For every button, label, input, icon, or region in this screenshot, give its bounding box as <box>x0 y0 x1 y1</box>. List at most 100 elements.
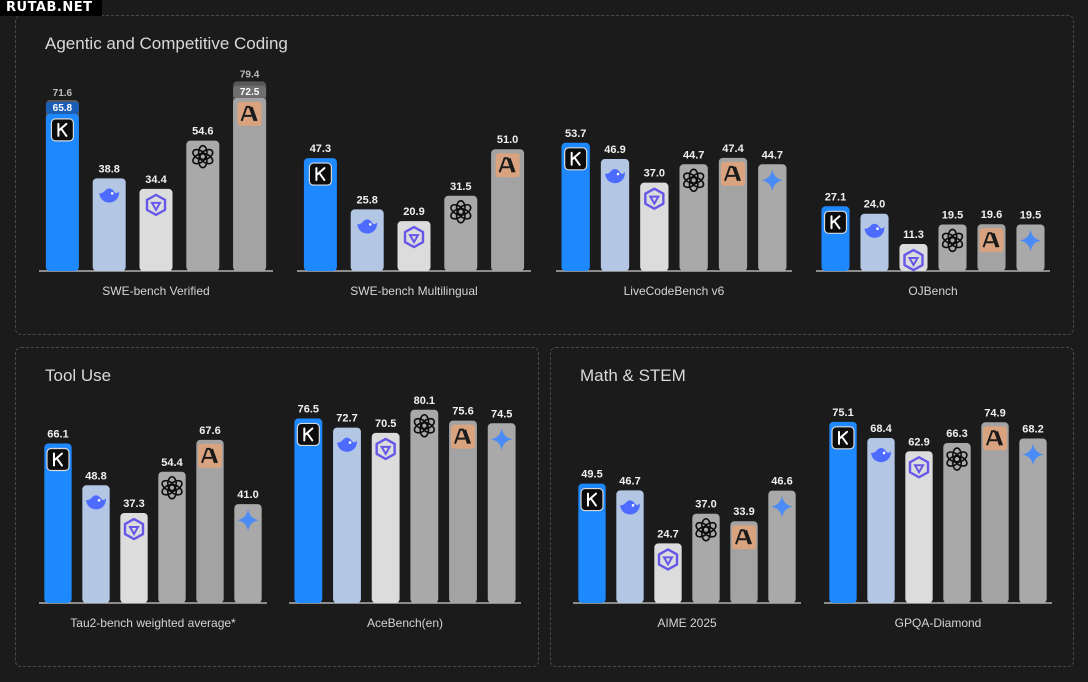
qwen-icon <box>644 187 665 210</box>
bar-value-label: 76.5 <box>298 403 319 415</box>
bar-value-label: 46.9 <box>604 144 625 156</box>
chart-6: 49.5 46.7 24.7 37.0 33.9 46.6 AIME 2025 <box>573 469 801 630</box>
chart-7: 75.1 68.4 62.9 66.3 74.9 68.2 GPQA-Diamond <box>824 407 1052 630</box>
panel-title: Agentic and Competitive Coding <box>45 34 288 53</box>
gemini-icon <box>237 509 259 532</box>
panel-math-stem: Math & STEM <box>550 347 1074 667</box>
bar-value-label: 68.2 <box>1022 423 1043 435</box>
qwen-icon <box>123 517 145 541</box>
qwen-icon <box>375 437 396 461</box>
chart-title: SWE-bench Verified <box>102 284 209 298</box>
deepseek-icon <box>864 223 885 238</box>
gemini-icon <box>761 169 784 192</box>
chart-title: OJBench <box>908 284 957 298</box>
label-box <box>233 85 267 98</box>
bar-value-label: 41.0 <box>237 489 258 501</box>
chart-2: 53.7 46.9 37.0 44.7 47.4 44.7 LiveCodeBench v6 <box>556 128 792 298</box>
bar-kimi <box>45 113 79 271</box>
bar-value-label: 44.7 <box>762 149 783 161</box>
bar-value-label: 47.4 <box>722 143 744 155</box>
claude-icon <box>495 153 520 178</box>
gemini-icon <box>771 495 793 518</box>
chart-title: AIME 2025 <box>657 616 717 630</box>
claude-icon <box>979 228 1004 253</box>
gpt-icon <box>682 168 705 193</box>
bar-value-label: 70.5 <box>375 418 396 430</box>
bar-claude <box>718 157 748 271</box>
bar-value-label: 68.4 <box>870 423 892 435</box>
bar-claude <box>491 149 525 271</box>
panel-tool-use: Tool Use <box>15 347 539 667</box>
chart-title: Tau2-bench weighted average* <box>70 616 236 630</box>
bar-kimi <box>44 443 72 603</box>
chart-title: LiveCodeBench v6 <box>624 284 725 298</box>
bar-value-label: 54.6 <box>192 126 213 138</box>
deepseek-icon <box>871 447 891 463</box>
bar-value-label: 37.0 <box>695 499 716 511</box>
bar-value-label: 44.7 <box>683 149 704 161</box>
bar-claude <box>233 97 267 271</box>
chart-5: 76.5 72.7 70.5 80.1 75.6 74.5 AceBench(en) <box>289 395 521 630</box>
gpt-icon <box>192 144 214 169</box>
claude-icon <box>198 443 222 468</box>
claude-icon <box>983 426 1007 451</box>
bar-value-label: 37.3 <box>123 498 144 510</box>
bar-qwen <box>905 451 933 603</box>
bar-value-label: 49.5 <box>581 469 602 481</box>
bar-value-label: 47.3 <box>310 143 331 155</box>
bar-claude <box>449 420 477 603</box>
claude-icon <box>732 525 756 550</box>
bar-deepseek <box>860 213 889 271</box>
bar-gpt <box>444 195 478 271</box>
deepseek-icon <box>99 188 120 203</box>
panel-title: Tool Use <box>45 366 112 385</box>
bar-value-label: 74.9 <box>984 407 1005 419</box>
chart-4: 66.1 48.8 37.3 54.4 67.6 41.0 Tau2-bench weigh… <box>39 425 267 630</box>
bar-value-label: 25.8 <box>356 194 377 206</box>
watermark: RUTAB.NET <box>0 0 103 16</box>
bar-qwen <box>139 188 173 271</box>
gpt-icon <box>413 413 436 438</box>
bar-value-label: 80.1 <box>414 395 435 407</box>
kimi-icon <box>50 118 75 142</box>
panel-title: Math & STEM <box>580 366 686 385</box>
bar-gpt <box>410 409 439 603</box>
bar-value-label: 34.4 <box>145 174 167 186</box>
bar-value-label: 46.6 <box>771 476 792 488</box>
bar-value-label: 66.3 <box>946 428 967 440</box>
bar-value-label: 54.4 <box>161 457 183 469</box>
chart-0: 71.6 65.8 38.8 34.4 54.6 79.4 72.5 SWE-bench Ve… <box>39 69 273 298</box>
gemini-icon <box>1019 229 1042 252</box>
bar-kimi <box>578 483 606 603</box>
bar-value-label: 19.5 <box>942 209 963 221</box>
kimi-icon <box>296 422 320 447</box>
qwen-icon <box>903 248 924 272</box>
qwen-icon <box>145 193 167 217</box>
kimi-icon <box>308 162 332 186</box>
bar-value-label: 24.0 <box>864 199 885 211</box>
bar-extended-label: 71.6 <box>53 88 73 99</box>
gemini-icon <box>490 428 513 451</box>
bar-value-label: 24.7 <box>657 528 678 540</box>
bar-gpt <box>943 443 971 603</box>
bar-kimi <box>829 421 857 603</box>
gpt-icon <box>695 517 717 542</box>
bar-value-label: 20.9 <box>403 206 424 218</box>
bar-extended-label: 79.4 <box>240 69 260 80</box>
bar-value-label: 19.5 <box>1020 209 1041 221</box>
bar-value-label: 46.7 <box>619 475 640 487</box>
bar-value-label: 19.6 <box>981 209 1002 221</box>
bar-deepseek <box>616 490 644 603</box>
qwen-icon <box>657 548 679 571</box>
bar-value-label: 75.6 <box>452 406 473 418</box>
claude-icon <box>451 424 475 449</box>
bar-value-label: 33.9 <box>733 506 754 518</box>
bar-deepseek <box>867 437 895 603</box>
bar-value-label: 11.3 <box>903 229 924 241</box>
bar-value-label: 72.5 <box>240 87 260 98</box>
bar-gpt <box>186 140 220 271</box>
bar-qwen <box>371 432 400 603</box>
bar-gemini <box>1019 438 1047 603</box>
gpt-icon <box>161 475 183 500</box>
